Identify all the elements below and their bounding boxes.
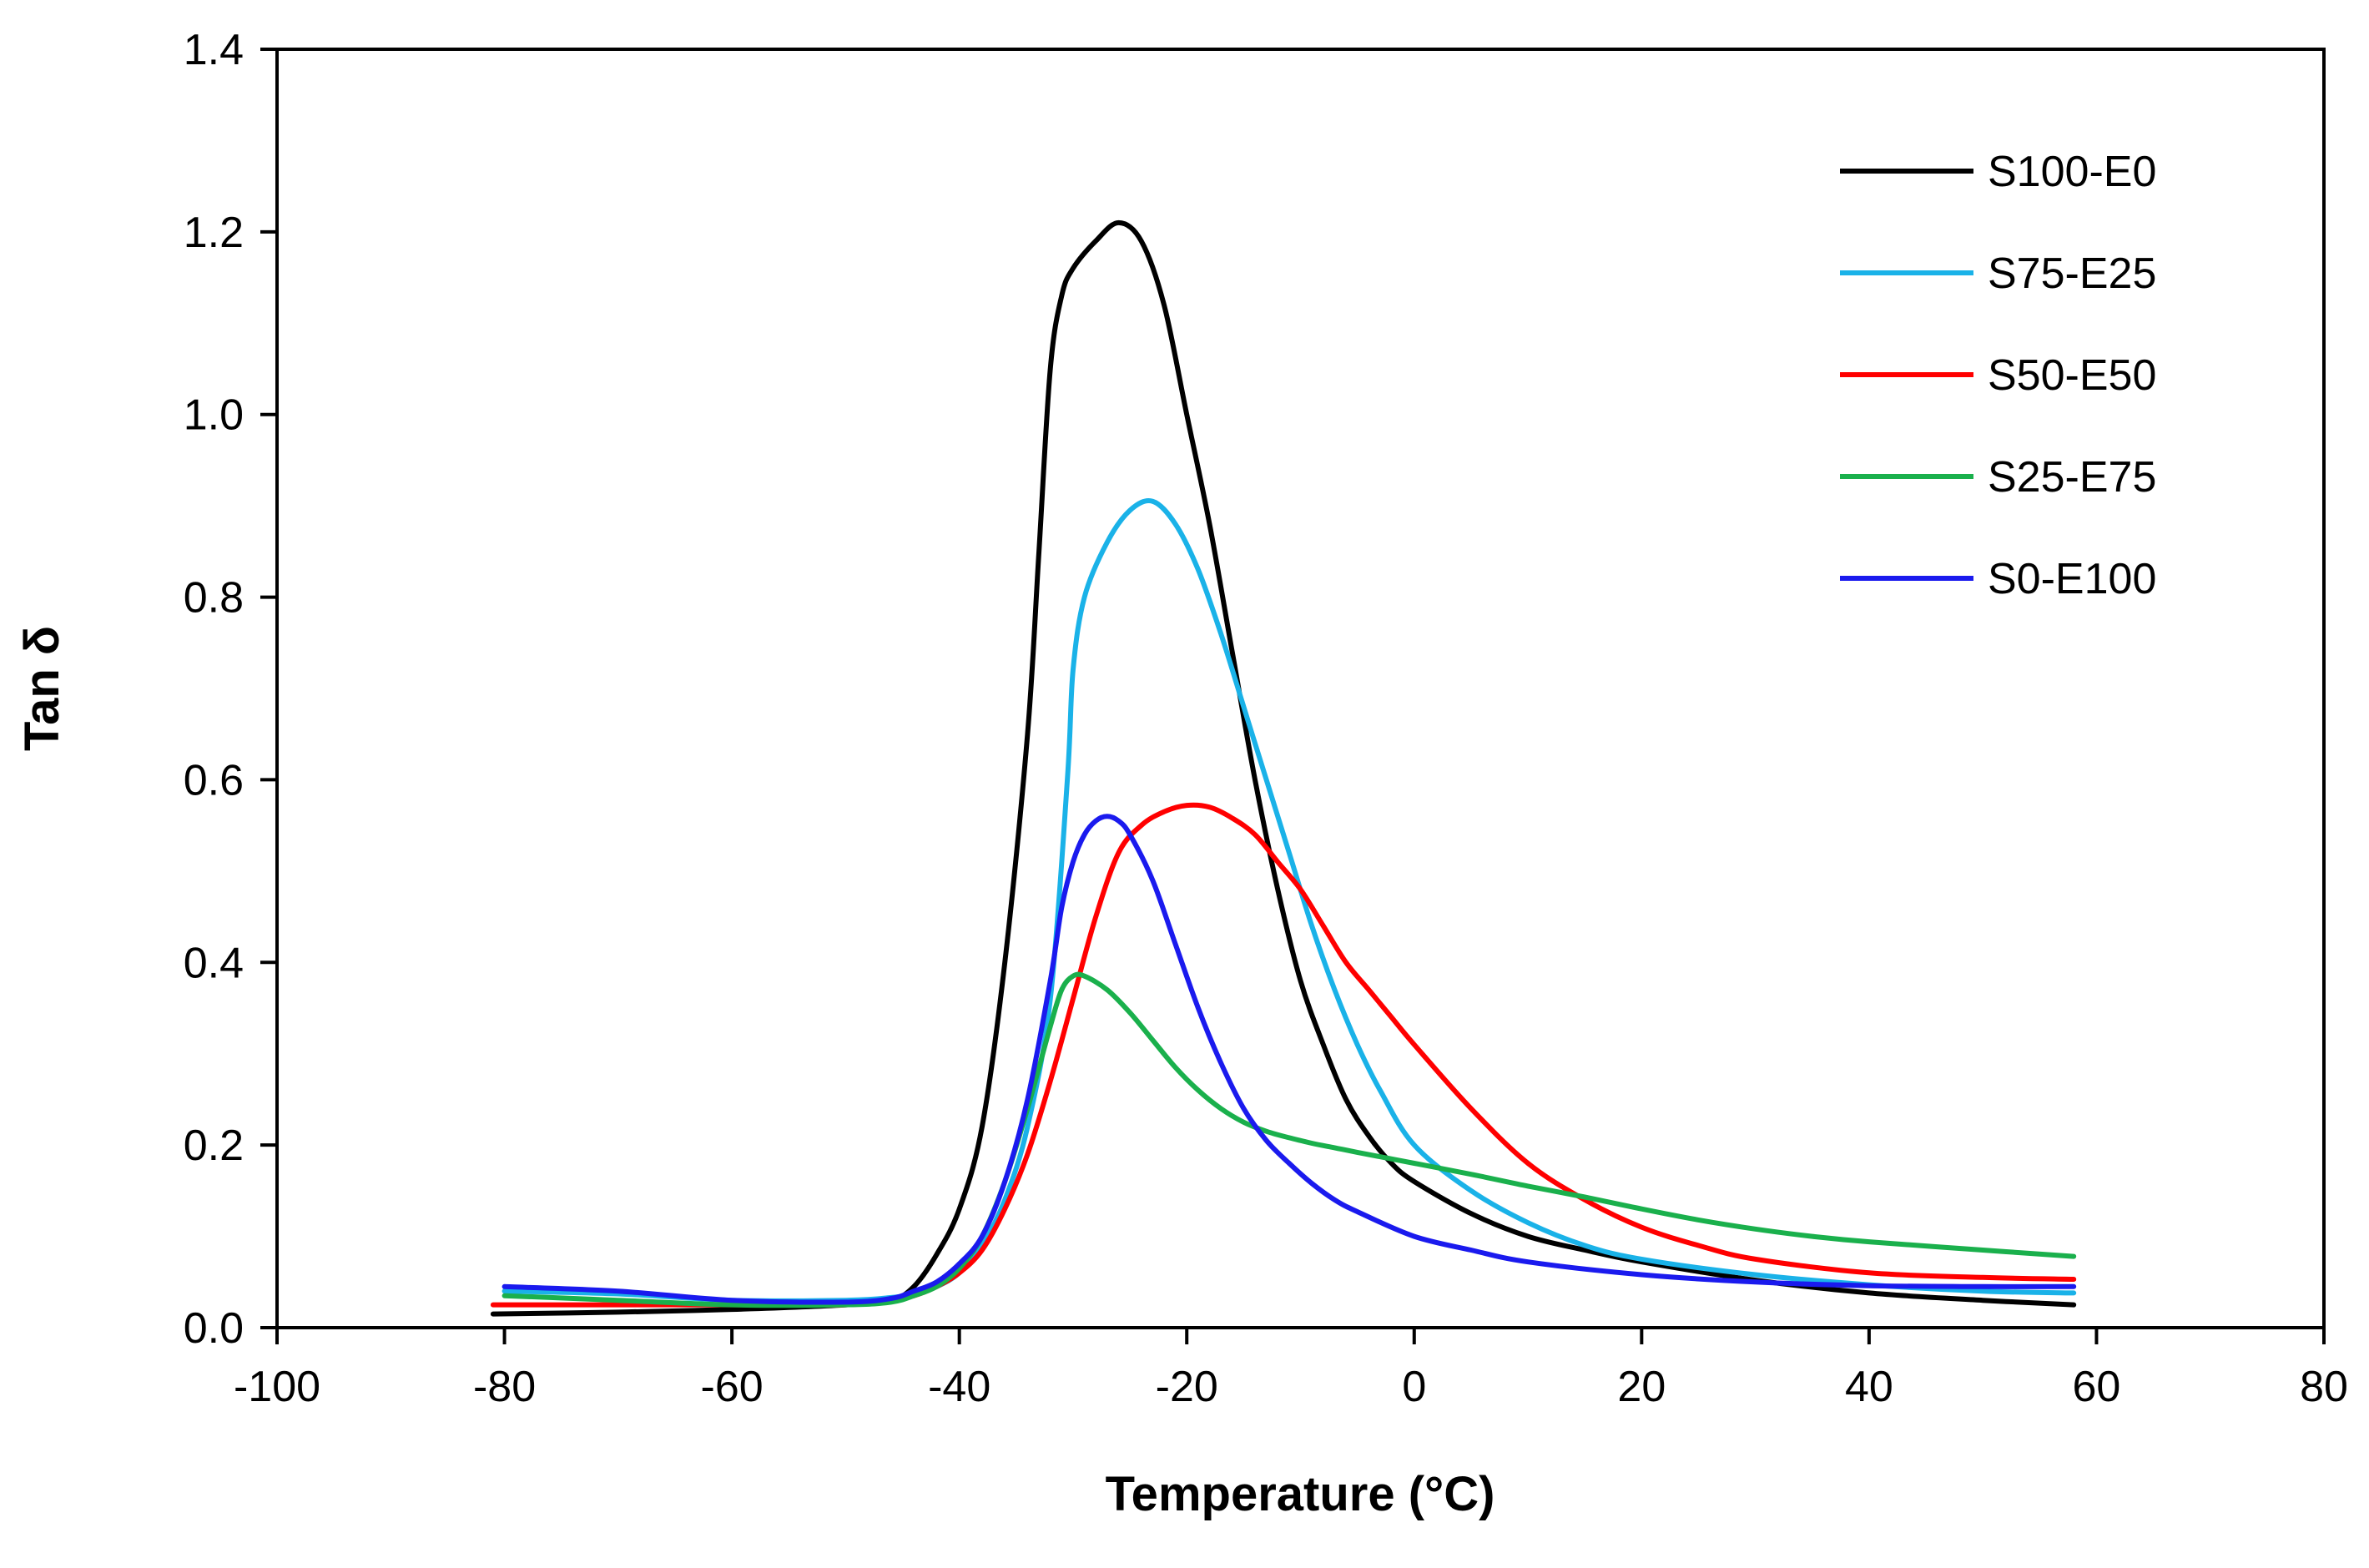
x-tick-label: 80 <box>2300 1363 2348 1411</box>
series-line-s0-e100 <box>502 814 2077 1305</box>
y-tick-label: 0.4 <box>184 939 244 987</box>
y-axis-title: Tan δ <box>15 626 69 751</box>
y-tick-label: 1.0 <box>184 391 244 440</box>
legend-label: S50-E50 <box>1988 351 2156 400</box>
x-tick-label: -40 <box>928 1363 990 1411</box>
x-axis-title: Temperature (°C) <box>1106 1467 1495 1521</box>
x-tick-label: -100 <box>234 1363 320 1411</box>
y-tick-label: 0.6 <box>184 756 244 804</box>
x-tick-label: -80 <box>473 1363 536 1411</box>
series-line-s25-e75 <box>502 971 2077 1308</box>
legend-label: S100-E0 <box>1988 148 2156 196</box>
ticks-layer: -100 -80 -60 -40 -20 0 20 40 60 80 0.0 0.2 0.4 0.6 0.8… <box>184 26 2348 1411</box>
x-tick-label: 0 <box>1402 1363 1426 1411</box>
y-tick-label: 0.2 <box>184 1122 244 1170</box>
legend-label: S25-E75 <box>1988 453 2156 502</box>
legend: S100-E0 S75-E25 S50-E50 S25-E75 S0-E100 <box>1840 148 2156 603</box>
x-tick-label: 20 <box>1617 1363 1666 1411</box>
y-tick-label: 1.2 <box>184 209 244 257</box>
plot-frame <box>275 48 2326 1329</box>
series-layer <box>490 219 2077 1317</box>
x-tick-label: 60 <box>2073 1363 2121 1411</box>
y-tick-label: 0.8 <box>184 574 244 623</box>
series-line-s75-e25 <box>502 498 2077 1303</box>
y-tick-label: 0.0 <box>184 1304 244 1353</box>
y-tick-label: 1.4 <box>184 26 244 74</box>
series-line-s100-e0 <box>490 219 2077 1317</box>
x-tick-label: 40 <box>1845 1363 1893 1411</box>
legend-label: S0-E100 <box>1988 555 2156 603</box>
x-tick-label: -20 <box>1156 1363 1218 1411</box>
series-line-s50-e50 <box>490 802 2077 1308</box>
legend-label: S75-E25 <box>1988 250 2156 298</box>
x-tick-label: -60 <box>701 1363 764 1411</box>
